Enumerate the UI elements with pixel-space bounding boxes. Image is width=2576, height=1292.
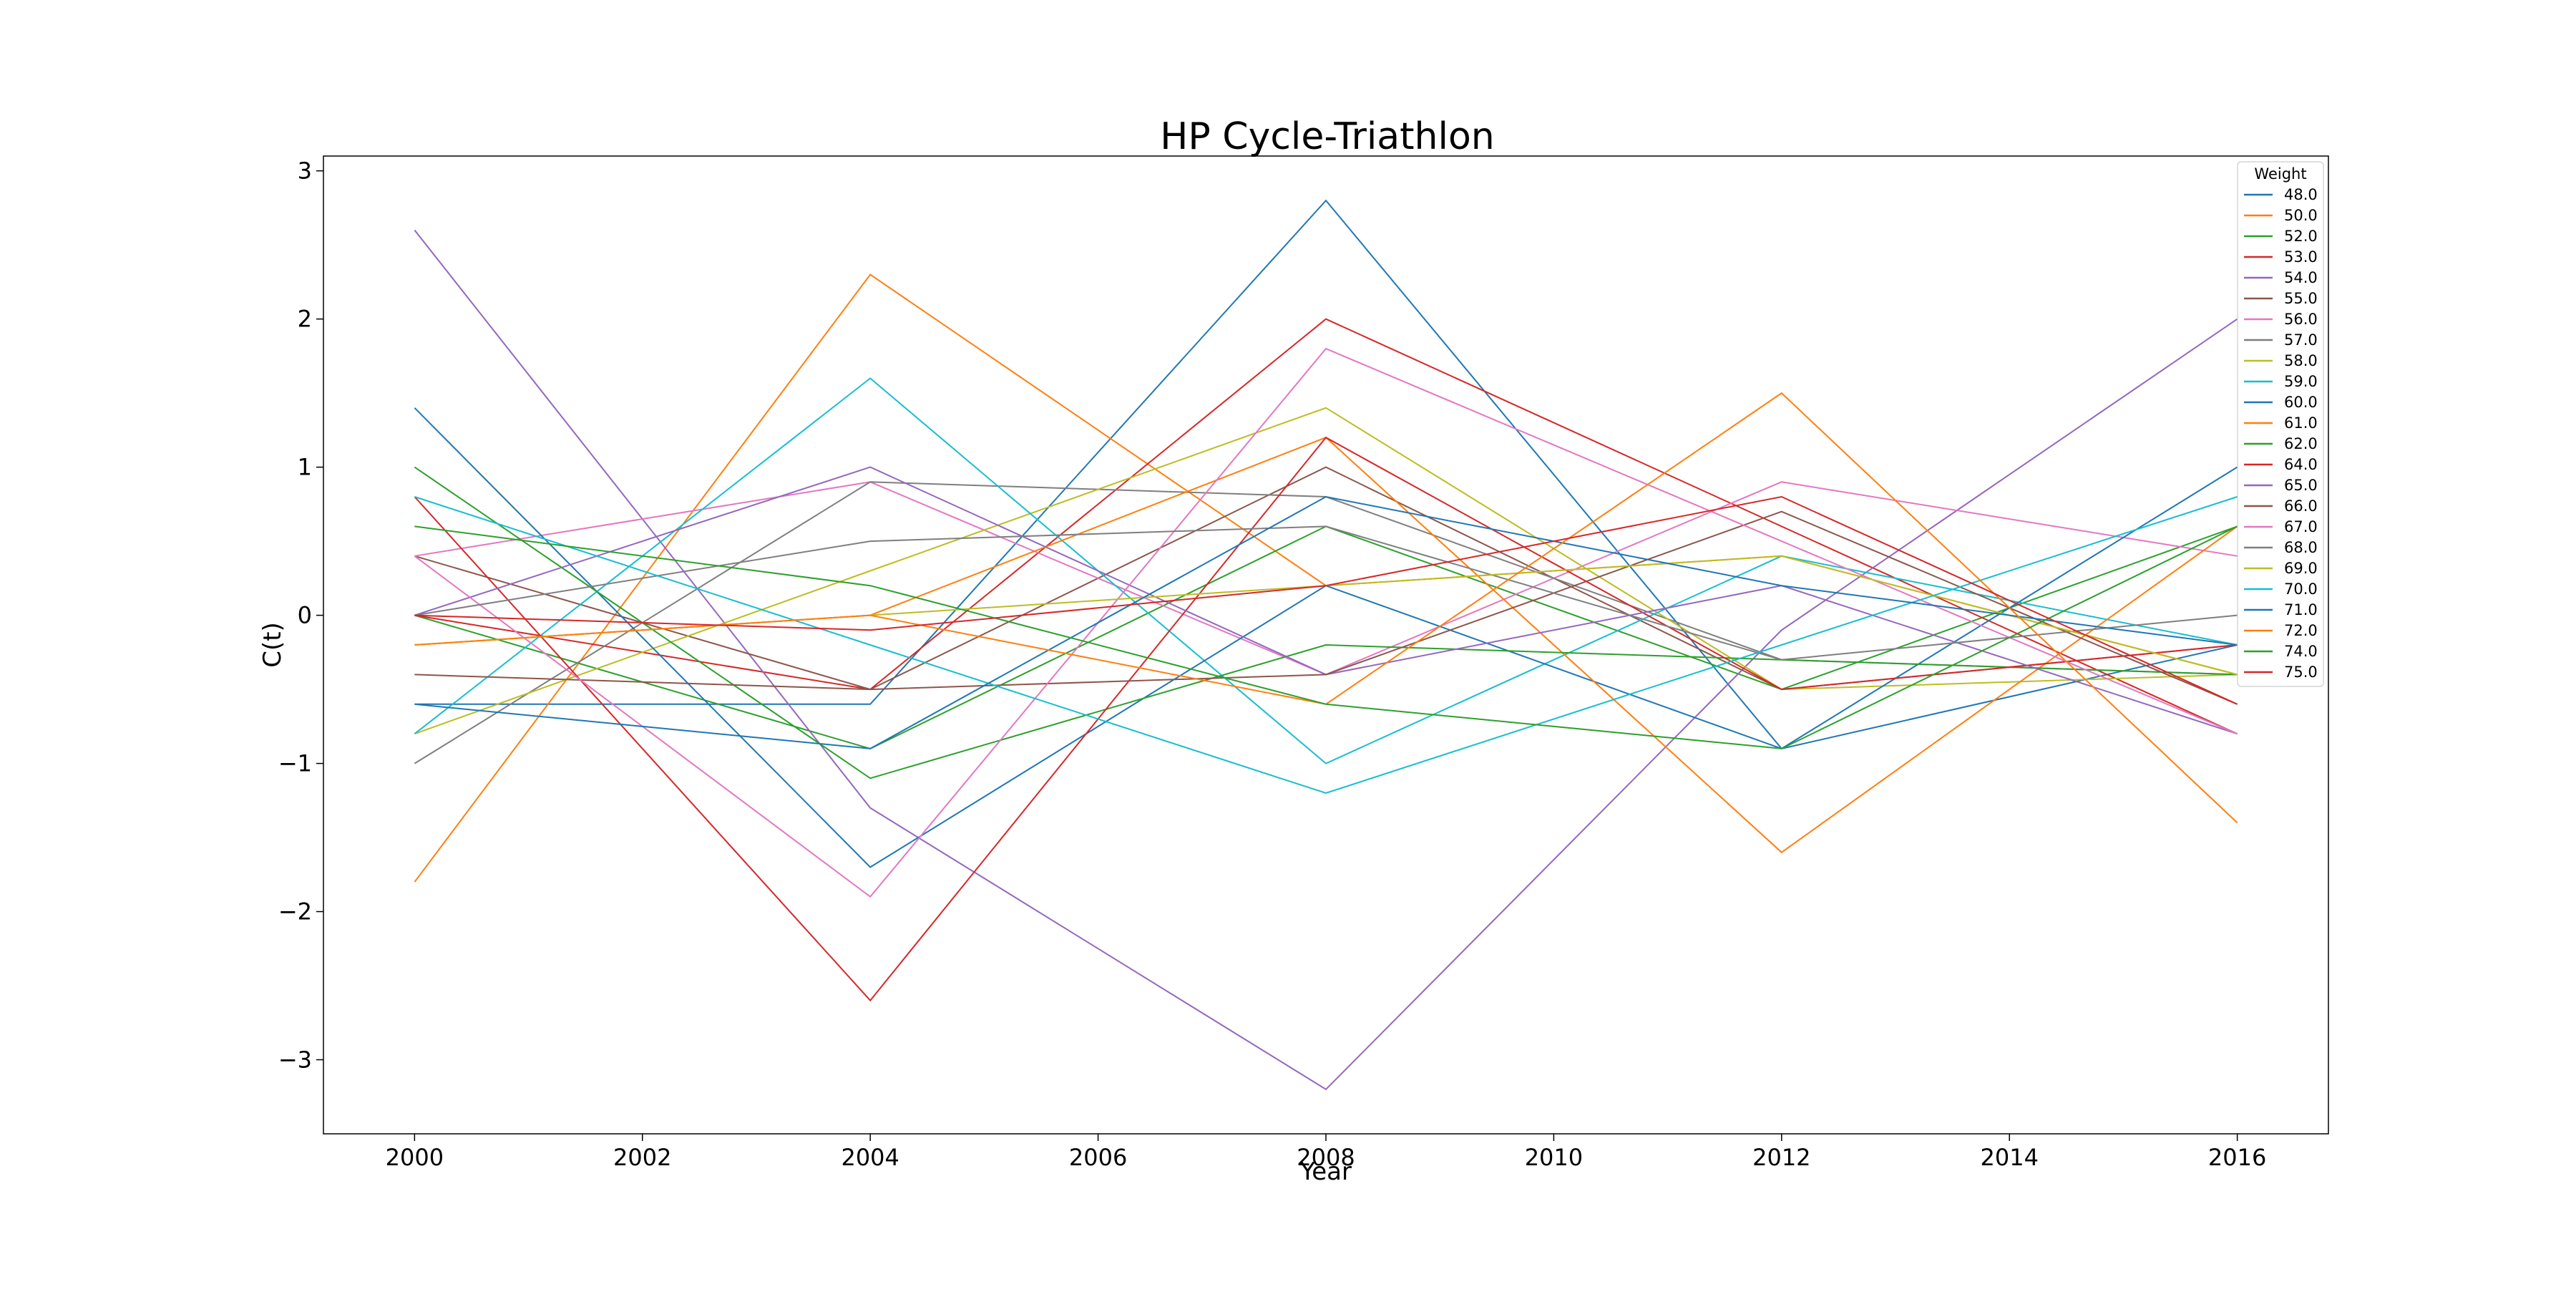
legend-label: 62.0 [2284,435,2318,452]
series-line-5 [414,466,2238,691]
legend-item: 60.0 [2244,394,2318,411]
legend-item: 53.0 [2244,248,2318,266]
legend-item: 56.0 [2244,311,2318,328]
legend-entries: 48.0 50.0 52.0 53.0 54.0 55.0 56.0 57.0 58.0 59.0… [2244,186,2318,681]
x-axis: 2000 2002 2004 2006 2008 2010 2012 2014 2016 [386,1134,2266,1171]
x-tick-label: 2002 [613,1144,671,1171]
series-line-13 [414,436,2238,1002]
legend-label: 57.0 [2284,331,2318,349]
legend-item: 57.0 [2244,331,2318,349]
y-axis: 3 2 1 0 −1 −2 −3 [278,157,323,1074]
x-axis-label: Year [1299,1157,1352,1186]
x-tick-label: 2006 [1069,1144,1127,1171]
y-tick-label: −1 [278,750,312,777]
legend-item: 50.0 [2244,207,2318,224]
series-line-15 [414,510,2238,705]
legend-label: 64.0 [2284,456,2318,473]
legend-label: 52.0 [2284,228,2318,245]
legend-item: 72.0 [2244,622,2318,639]
y-tick-label: 0 [298,602,312,629]
legend-item: 65.0 [2244,477,2318,494]
series-line-18 [414,555,2238,676]
series-line-21 [414,392,2238,824]
legend-item: 75.0 [2244,664,2318,681]
legend-title: Weight [2254,165,2306,183]
legend-item: 55.0 [2244,290,2318,307]
series-layer [414,199,2238,1091]
legend-label: 61.0 [2284,414,2318,432]
y-tick-label: −3 [278,1046,312,1074]
series-line-0 [414,199,2238,750]
legend-label: 54.0 [2284,269,2318,286]
y-axis-label: C(t) [258,622,287,668]
legend-label: 59.0 [2284,373,2318,390]
legend-label: 53.0 [2284,248,2318,266]
legend-label: 55.0 [2284,290,2318,307]
legend-item: 71.0 [2244,601,2318,618]
series-line-23 [414,495,2238,705]
series-line-9 [414,377,2238,764]
x-tick-label: 2014 [1981,1144,2039,1171]
legend-item: 48.0 [2244,186,2318,203]
y-tick-label: −2 [278,898,312,926]
series-line-12 [414,466,2238,779]
legend-item: 68.0 [2244,539,2318,556]
legend-label: 60.0 [2284,394,2318,411]
legend-label: 58.0 [2284,352,2318,369]
legend-item: 52.0 [2244,228,2318,245]
y-tick-label: 2 [298,306,312,333]
legend-label: 69.0 [2284,560,2318,577]
x-tick-label: 2016 [2208,1144,2266,1171]
legend-item: 66.0 [2244,497,2318,515]
legend-box [2237,161,2324,687]
legend-label: 56.0 [2284,311,2318,328]
legend-label: 65.0 [2284,477,2318,494]
legend-item: 74.0 [2244,643,2318,660]
legend-item: 70.0 [2244,581,2318,598]
series-line-14 [414,466,2238,735]
legend-item: 61.0 [2244,414,2318,432]
legend-item: 54.0 [2244,269,2318,286]
series-line-20 [414,495,2238,749]
legend-label: 68.0 [2284,539,2318,556]
legend-item: 67.0 [2244,518,2318,535]
x-tick-label: 2000 [386,1144,444,1171]
x-tick-label: 2010 [1525,1144,1583,1171]
series-line-1 [414,273,2238,883]
chart-title: HP Cycle-Triathlon [1160,115,1494,158]
legend-label: 50.0 [2284,207,2318,224]
x-tick-label: 2004 [841,1144,899,1171]
legend: Weight 48.0 50.0 52.0 53.0 54.0 55.0 56.0 57.0 5… [2237,161,2324,687]
x-tick-label: 2008 [1297,1144,1355,1171]
legend-item: 69.0 [2244,560,2318,577]
legend-label: 67.0 [2284,518,2318,535]
legend-label: 72.0 [2284,622,2318,639]
legend-label: 71.0 [2284,601,2318,618]
series-line-22 [414,525,2238,749]
legend-item: 62.0 [2244,435,2318,452]
series-line-16 [414,347,2238,898]
series-line-2 [414,525,2238,749]
legend-label: 48.0 [2284,186,2318,203]
series-line-4 [414,229,2238,1091]
legend-item: 59.0 [2244,373,2318,390]
legend-item: 64.0 [2244,456,2318,473]
y-tick-label: 1 [298,454,312,481]
legend-label: 74.0 [2284,643,2318,660]
legend-label: 66.0 [2284,497,2318,515]
y-tick-label: 3 [298,157,312,185]
series-line-19 [414,496,2238,795]
x-tick-label: 2012 [1752,1144,1810,1171]
legend-label: 75.0 [2284,664,2318,681]
series-line-17 [414,525,2238,661]
legend-label: 70.0 [2284,581,2318,598]
legend-item: 58.0 [2244,352,2318,369]
